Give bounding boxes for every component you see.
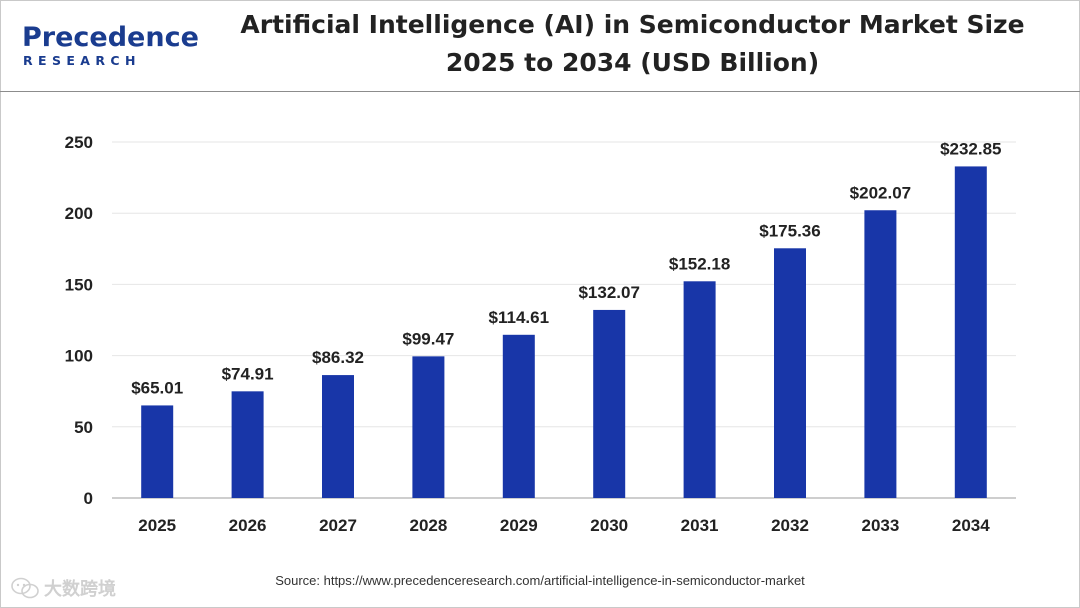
y-tick-label: 0 xyxy=(84,489,93,508)
x-tick-label: 2030 xyxy=(590,516,628,535)
bars xyxy=(141,166,987,498)
bar-2029 xyxy=(502,334,535,498)
y-axis-ticks: 0 50 100 150 200 250 xyxy=(65,133,93,508)
data-label-2028: $99.47 xyxy=(402,329,454,348)
x-tick-label: 2029 xyxy=(500,516,538,535)
bar-2034 xyxy=(954,166,987,498)
logo-wordmark: Precedence xyxy=(22,22,199,53)
data-label-2034: $232.85 xyxy=(940,139,1001,158)
bar-2028 xyxy=(412,356,445,498)
y-tick-label: 200 xyxy=(65,204,93,223)
data-label-2031: $152.18 xyxy=(669,254,730,273)
x-axis-ticks: 2025 2026 2027 2028 2029 2030 2031 2032 2033 2034 xyxy=(138,516,990,535)
logo: Precedence RESEARCH xyxy=(20,22,199,74)
bar-2030 xyxy=(593,309,626,498)
wechat-logo-icon xyxy=(11,577,39,599)
bar-2032 xyxy=(774,248,806,498)
chart-title: Artificial Intelligence (AI) in Semicond… xyxy=(185,6,1080,82)
bar-2027 xyxy=(322,375,354,498)
x-tick-label: 2026 xyxy=(229,516,267,535)
chart-title-line-1: Artificial Intelligence (AI) in Semicond… xyxy=(240,10,1025,39)
x-tick-label: 2027 xyxy=(319,516,357,535)
x-tick-label: 2025 xyxy=(138,516,176,535)
bar-chart: 0 50 100 150 200 250 $65.01 $74.91 $86.32 $99.47… xyxy=(65,133,1016,535)
x-tick-label: 2028 xyxy=(409,516,447,535)
header: Precedence RESEARCH Artificial Intellige… xyxy=(0,0,1080,92)
data-label-2030: $132.07 xyxy=(578,283,639,302)
bar-2031 xyxy=(683,281,716,498)
y-tick-label: 50 xyxy=(74,418,93,437)
data-label-2025: $65.01 xyxy=(131,378,183,397)
y-tick-label: 150 xyxy=(65,275,93,294)
data-label-2027: $86.32 xyxy=(312,348,364,367)
data-label-2032: $175.36 xyxy=(759,221,820,240)
bar-2026 xyxy=(231,391,264,498)
data-labels: $65.01 $74.91 $86.32 $99.47 $114.61 $132.07 $1… xyxy=(131,139,1001,397)
y-tick-label: 250 xyxy=(65,133,93,152)
data-label-2026: $74.91 xyxy=(222,364,274,383)
source-note: Source: https://www.precedenceresearch.c… xyxy=(275,573,805,588)
logo-subtitle: RESEARCH xyxy=(23,53,141,68)
x-tick-label: 2032 xyxy=(771,516,809,535)
data-label-2029: $114.61 xyxy=(489,308,550,327)
x-tick-label: 2033 xyxy=(861,516,899,535)
x-tick-label: 2034 xyxy=(952,516,990,535)
watermark-text: 大数跨境 xyxy=(44,579,116,600)
bar-2033 xyxy=(864,210,897,498)
chart-title-line-2: 2025 to 2034 (USD Billion) xyxy=(445,48,820,77)
data-label-2033: $202.07 xyxy=(850,183,911,202)
x-tick-label: 2031 xyxy=(681,516,719,535)
watermark: 大数跨境 xyxy=(10,576,116,600)
y-tick-label: 100 xyxy=(65,347,93,366)
bar-2025 xyxy=(141,405,174,498)
